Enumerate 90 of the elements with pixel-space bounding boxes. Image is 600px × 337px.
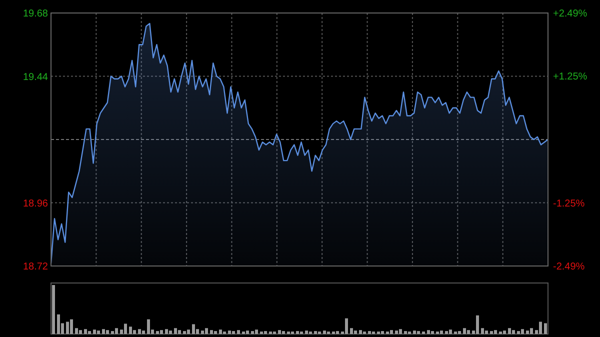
bar [508,328,511,334]
bar [350,328,353,334]
bar [413,330,416,334]
bar [178,330,181,334]
bar [390,330,393,334]
bar [228,330,231,334]
bar [129,326,132,334]
bar [84,329,87,334]
bar [481,328,484,334]
bar [142,330,145,334]
bar [160,330,163,334]
bar [305,330,308,334]
bar [192,324,195,334]
bar [169,330,172,334]
bar [93,330,96,334]
bar [237,330,240,334]
bar [79,330,82,334]
bar [210,330,213,334]
bar [354,330,357,334]
bar [445,331,448,334]
bar [314,331,317,334]
bar [458,331,461,334]
y2-tick-label: -1.25% [553,198,585,210]
bar [174,328,177,334]
bar [512,330,515,334]
bar [503,330,506,334]
bar [530,328,533,334]
bar [70,319,73,334]
bar [246,330,249,334]
bar [296,331,299,334]
bar [183,331,186,334]
bar [440,330,443,334]
bar [381,331,384,334]
bar [476,315,479,334]
bar [467,330,470,334]
bar [115,328,118,334]
bar [399,329,402,334]
y-tick-label: 18.96 [22,198,48,210]
bar [165,329,168,334]
bar [133,330,136,334]
y-tick-label: 19.68 [22,8,48,20]
bar [232,331,235,334]
bar [66,322,69,334]
y-tick-label: 19.44 [22,72,48,83]
bar [205,328,208,334]
bar [490,331,493,334]
bar [404,331,407,334]
bar [544,323,547,334]
bar [75,328,78,334]
bar [88,331,91,334]
bar [102,329,105,334]
bar [345,318,348,334]
bar [124,324,127,334]
bar [485,330,488,334]
bar [156,331,159,334]
bar [106,330,109,334]
bar [368,331,371,334]
y-tick-label: 18.72 [22,262,48,272]
bar [201,330,204,334]
bar [282,331,285,334]
y2-tick-label: -2.49% [553,262,585,272]
bar [187,330,190,334]
bar [323,330,326,334]
y2-tick-label: +2.49% [553,8,588,20]
bar [521,329,524,334]
bar [52,285,55,334]
bar [431,331,434,334]
bar [336,331,339,334]
bar [278,330,281,334]
bar [57,314,60,334]
bar [219,330,222,334]
bar [97,330,100,334]
bar [111,331,114,334]
bar [251,331,254,334]
bar [214,331,217,334]
bar [463,328,466,334]
bar [264,331,267,334]
bar [417,331,420,334]
bar [138,329,141,334]
bar [147,319,150,334]
bar [255,330,258,334]
bar [539,322,542,334]
bar [517,331,520,334]
bar [395,330,398,334]
bar [359,330,362,334]
y2-tick-label: +1.25% [553,71,588,82]
bar [526,330,529,334]
bar [427,330,430,334]
bar [494,330,497,334]
bar [449,330,452,334]
